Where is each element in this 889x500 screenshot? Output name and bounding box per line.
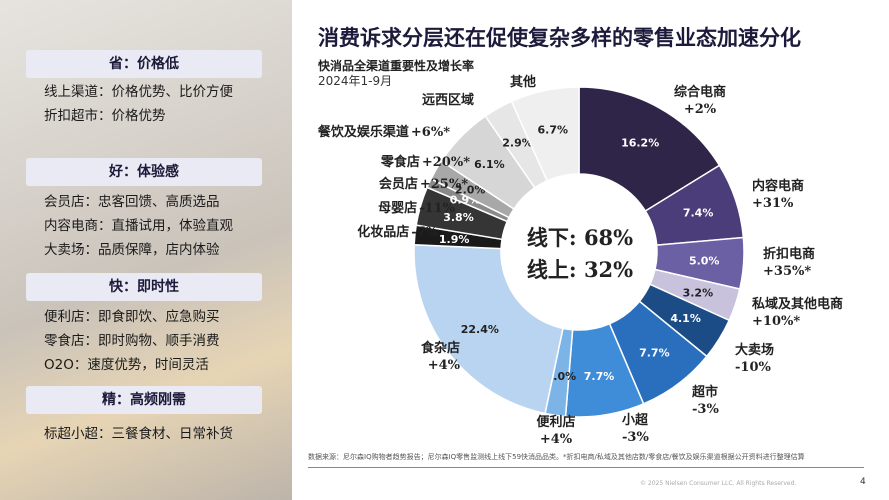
channel-growth: +2%: [683, 102, 717, 117]
channel-name: 远西区域: [421, 93, 474, 108]
slice-value-label: 7.7%: [584, 370, 615, 383]
slice-name-label: 内容电商 +31%: [752, 178, 804, 212]
section-line: 零食店：即时购物、顺手消费: [44, 333, 220, 349]
slice-value-label: 7.7%: [639, 346, 670, 359]
channel-growth: -10%: [735, 360, 771, 375]
footer-divider: [308, 467, 864, 468]
channel-growth: +31%: [752, 196, 794, 211]
channel-growth: -3%: [622, 430, 649, 445]
channel-name: 超市: [692, 385, 719, 400]
section-line: 内容电商：直播试用，体验直观: [44, 218, 233, 234]
slice-name-label: 私域及其他电商 +10%*: [752, 296, 843, 330]
channel-growth: -7%: [411, 225, 438, 240]
source-note: 数据来源：尼尔森IQ购物者趋势报告；尼尔森IQ零售监测线上线下59快消品品类。*…: [308, 453, 805, 461]
channel-name: 餐饮及娱乐渠道: [317, 125, 409, 140]
photo-background: [0, 0, 292, 500]
slice-name-label: 便利店 +4%: [496, 414, 616, 448]
section-line: 大卖场：品质保障，店内体验: [44, 242, 220, 258]
slice-name-label: 综合电商 +2%: [640, 84, 760, 118]
channel-name: 零食店: [380, 155, 420, 170]
channel-name: 折扣电商: [763, 247, 816, 262]
left-panel: 省：价格低 线上渠道：价格优势、比价方便 折扣超市：价格优势 好：体验感 会员店…: [0, 0, 292, 500]
section-line: 折扣超市：价格优势: [44, 108, 166, 124]
section-line: 标超小超：三餐食材、日常补货: [44, 426, 233, 442]
slice-name-label: 化妆品店 -7%: [357, 224, 438, 241]
channel-name: 母婴店: [378, 201, 418, 216]
channel-name: 会员店: [378, 177, 418, 192]
section-line: 便利店：即食即饮、应急购买: [44, 309, 220, 325]
slice-15: [510, 86, 580, 182]
section-header-quality: 好：体验感: [26, 158, 262, 186]
slice-name-label: 远西区域: [388, 92, 508, 109]
channel-growth: -11%: [419, 201, 455, 216]
channel-growth: +25%*: [419, 177, 468, 192]
slice-value-label: 2.9%: [502, 137, 533, 150]
channel-name: 小超: [622, 413, 649, 428]
channel-growth: +4%: [427, 358, 460, 373]
chart-subtitle: 快消品全渠道重要性及增长率: [318, 59, 475, 73]
channel-growth: +4%: [539, 432, 573, 447]
channel-growth: +35%*: [763, 264, 812, 279]
slice-0: [578, 86, 721, 213]
slice-name-label: 超市 -3%: [692, 384, 719, 418]
slice-name-label: 餐饮及娱乐渠道 +6%*: [318, 124, 450, 141]
slice-value-label: 22.4%: [461, 323, 499, 336]
slice-value-label: 16.2%: [621, 136, 659, 149]
section-header-precise: 精：高频刚需: [26, 386, 262, 414]
channel-name: 食杂店: [420, 341, 460, 356]
channel-name: 内容电商: [752, 179, 805, 194]
slice-value-label: 6.1%: [474, 158, 505, 171]
center-label-offline: 线下: 68%: [526, 225, 634, 250]
page-number: 4: [860, 477, 866, 487]
section-header-fast: 快：即时性: [26, 273, 262, 301]
section-line: 会员店：忠客回馈、高质选品: [44, 194, 220, 210]
slice-value-label: 4.1%: [670, 312, 701, 325]
channel-growth: -3%: [692, 402, 719, 417]
slice-value-label: 2.0%: [455, 183, 486, 196]
slice-name-label: 会员店 +25%*: [379, 176, 468, 193]
channel-name: 大卖场: [735, 343, 775, 358]
page-title: 消费诉求分层还在促使复杂多样的零售业态加速分化: [318, 26, 801, 50]
slice-name-label: 零食店 +20%*: [381, 154, 470, 171]
channel-name: 便利店: [536, 415, 576, 430]
slice-name-label: 其他: [463, 74, 583, 91]
channel-growth: +6%*: [410, 125, 450, 140]
center-label-online: 线上: 32%: [526, 257, 634, 282]
slice-name-label: 小超 -3%: [622, 412, 649, 446]
section-line: 线上渠道：价格优势、比价方便: [44, 84, 233, 100]
channel-growth: +10%*: [752, 314, 801, 329]
channel-growth: +20%*: [421, 155, 470, 170]
section-header-save: 省：价格低: [26, 50, 262, 78]
channel-name: 私域及其他电商: [752, 297, 844, 312]
slice-name-label: 母婴店 -11%: [378, 200, 455, 217]
channel-name: 化妆品店: [357, 225, 410, 240]
slice-name-label: 大卖场 -10%: [735, 342, 774, 376]
slice-value-label: 7.4%: [683, 206, 714, 219]
slice-value-label: 5.0%: [689, 255, 720, 268]
channel-name: 其他: [509, 75, 536, 90]
channel-name: 综合电商: [673, 85, 726, 100]
copyright: © 2025 Nielsen Consumer LLC. All Rights …: [640, 480, 797, 487]
slice-value-label: 3.8%: [443, 211, 474, 224]
section-line: O2O：速度优势，时间灵活: [44, 357, 209, 373]
slice-value-label: 3.2%: [683, 286, 714, 299]
slice-name-label: 折扣电商 +35%*: [763, 246, 815, 280]
chart-period: 2024年1-9月: [318, 74, 393, 88]
slice-value-label: 1.9%: [439, 233, 470, 246]
slice-8: [413, 243, 564, 415]
slice-name-label: 食杂店 +4%: [421, 340, 460, 374]
slice-value-label: 6.7%: [538, 123, 569, 136]
